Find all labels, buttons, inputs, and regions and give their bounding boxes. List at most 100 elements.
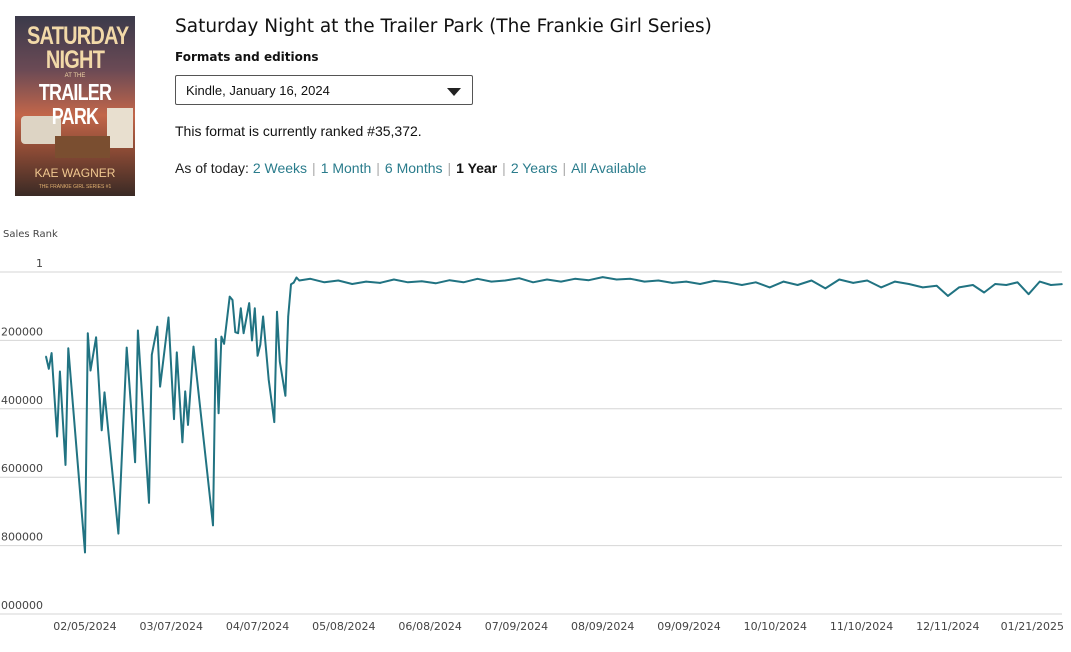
range-separator: | (562, 160, 567, 176)
data-point (1050, 284, 1052, 286)
range-2-weeks[interactable]: 2 Weeks (252, 160, 308, 176)
range-6-months[interactable]: 6 Months (384, 160, 443, 176)
data-point (958, 286, 960, 289)
data-point (824, 287, 827, 290)
data-point (476, 278, 479, 280)
data-point (295, 276, 298, 279)
cover-series: THE FRANKIE GIRL SERIES #1 (38, 184, 112, 190)
y-tick-label: 800000 (1, 531, 43, 544)
data-point (253, 307, 256, 310)
cover-title: TRAILER PARK (38, 79, 112, 129)
book-title: Saturday Night at the Trailer Park (The … (175, 16, 712, 37)
data-point (309, 278, 312, 280)
book-cover: SATURDAY NIGHT AT THE TRAILER PARK KAE W… (15, 16, 135, 196)
current-rank: This format is currently ranked #35,372. (175, 123, 422, 139)
cover-title: AT THE (64, 73, 86, 79)
data-point (983, 291, 985, 294)
data-point (231, 299, 234, 301)
x-tick-label: 07/09/2024 (485, 620, 548, 633)
x-tick-label: 04/07/2024 (226, 620, 289, 633)
data-point (134, 461, 136, 463)
x-tick-label: 08/09/2024 (571, 620, 634, 633)
data-point (234, 331, 237, 333)
data-point (237, 332, 239, 335)
data-point (223, 343, 225, 345)
data-point (448, 279, 451, 282)
cover-trailer (107, 108, 133, 148)
data-point (796, 284, 799, 286)
data-point (671, 282, 674, 284)
data-point (337, 279, 340, 282)
data-point (273, 421, 276, 423)
range-separator: | (312, 160, 316, 176)
data-point (1061, 283, 1063, 285)
data-point (894, 280, 896, 283)
data-point (279, 360, 281, 363)
data-point (713, 280, 715, 282)
data-point (1038, 280, 1041, 283)
range-all-available[interactable]: All Available (571, 160, 647, 176)
range-2-years[interactable]: 2 Years (510, 160, 558, 176)
format-select[interactable]: Kindle, January 16, 2024 (175, 75, 473, 105)
data-point (379, 282, 381, 284)
data-point (420, 280, 423, 283)
data-point (45, 355, 47, 358)
format-select-value: Kindle, January 16, 2024 (186, 83, 330, 98)
data-point (323, 281, 326, 284)
range-prefix: As of today: (175, 160, 249, 176)
data-point (546, 278, 548, 281)
data-point (866, 279, 868, 282)
data-point (262, 315, 264, 318)
range-separator: | (447, 160, 452, 176)
cover-title: SATURDAY NIGHT (27, 22, 129, 74)
data-point (657, 279, 660, 282)
data-point (56, 435, 58, 438)
data-point (217, 412, 220, 415)
data-point (259, 344, 262, 346)
data-point (137, 329, 139, 332)
data-point (1016, 281, 1019, 284)
range-1-month[interactable]: 1 Month (320, 160, 372, 176)
data-point (86, 332, 89, 335)
data-point (922, 286, 924, 289)
x-tick-label: 09/09/2024 (657, 620, 720, 633)
data-point (518, 277, 521, 279)
data-point (276, 310, 278, 313)
data-point (852, 282, 855, 284)
data-point (156, 325, 159, 328)
data-point (290, 283, 292, 286)
data-point (159, 385, 161, 388)
cover-deck (55, 136, 110, 158)
x-tick-label: 06/08/2024 (398, 620, 461, 633)
data-point (1027, 293, 1030, 296)
data-point (601, 276, 604, 278)
y-tick-label: 200000 (1, 325, 43, 338)
data-point (240, 307, 242, 310)
x-tick-label: 11/10/2024 (830, 620, 893, 633)
data-point (574, 278, 576, 280)
data-point (287, 315, 289, 318)
y-tick-label: 600000 (1, 462, 43, 475)
data-point (47, 367, 50, 370)
data-point (95, 336, 97, 339)
data-point (532, 281, 534, 284)
data-point (393, 278, 395, 281)
range-1-year[interactable]: 1 Year (456, 160, 498, 176)
data-point (365, 280, 367, 283)
data-point (587, 279, 590, 282)
data-point (67, 347, 70, 350)
time-range-selector: As of today: 2 Weeks | 1 Month | 6 Months | 1 … (175, 160, 646, 176)
data-point (167, 316, 170, 319)
data-point (298, 279, 301, 282)
data-point (490, 280, 493, 283)
data-point (84, 551, 86, 554)
data-point (462, 281, 465, 284)
x-tick-label: 12/11/2024 (916, 620, 979, 633)
data-point (89, 369, 92, 372)
data-point (972, 284, 974, 286)
data-point (727, 281, 729, 284)
data-point (59, 370, 61, 373)
data-point (434, 282, 437, 285)
data-point (117, 532, 120, 535)
